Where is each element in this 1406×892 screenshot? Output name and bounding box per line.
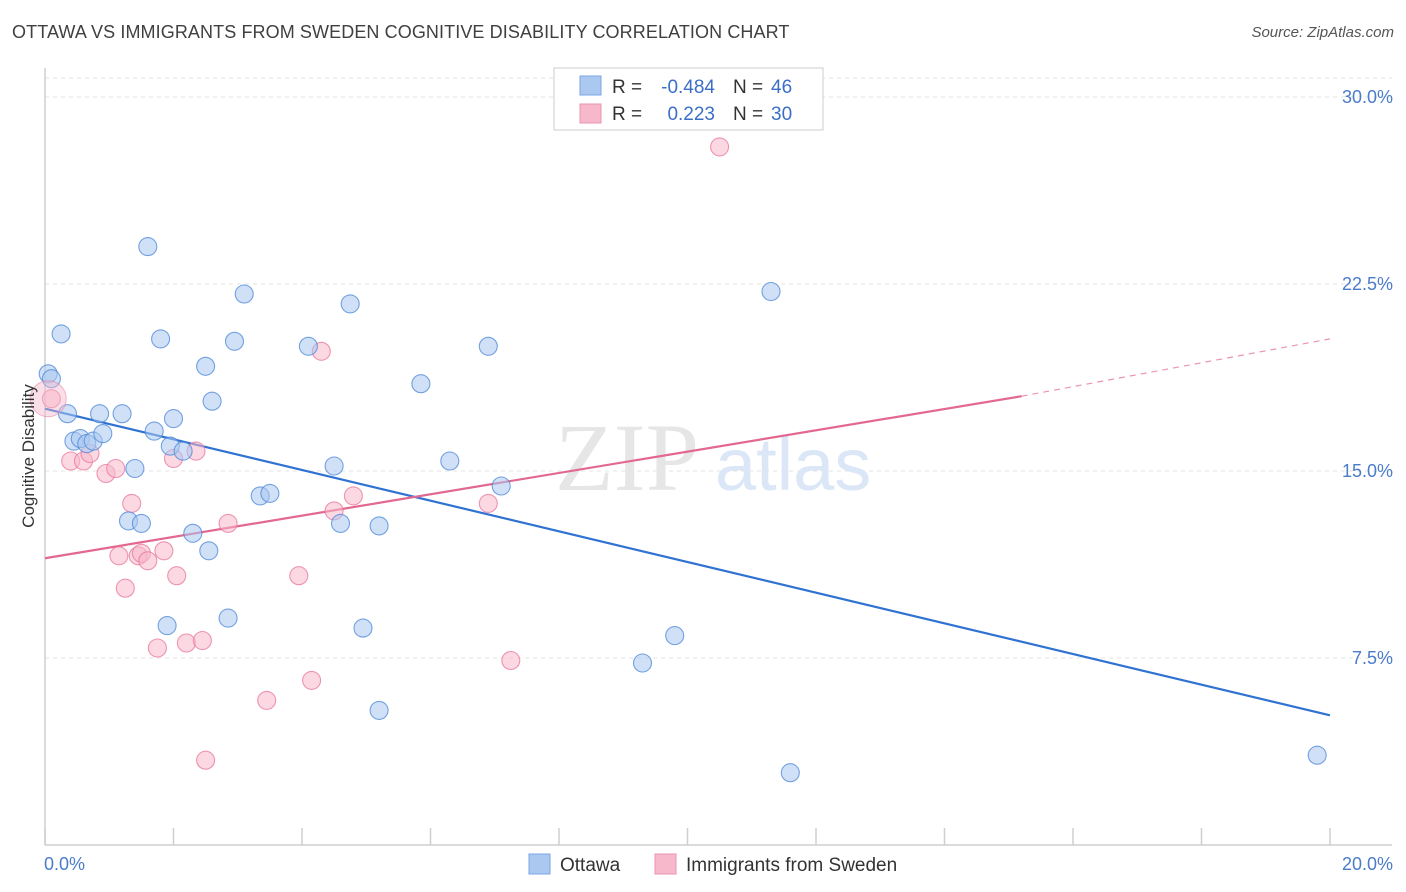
point-ottawa-40 [491,476,511,496]
point-sweden-8 [122,493,142,513]
point-ottawa-8 [90,404,110,424]
point-sweden-23 [302,670,322,690]
point-ottawa-24 [202,391,222,411]
point-ottawa-42 [665,626,685,646]
point-ottawa-38 [440,451,460,471]
legend-swatch-sweden [579,103,602,124]
point-sweden-22 [289,566,309,586]
point-ottawa-1 [41,369,61,389]
point-sweden-5 [106,458,126,479]
point-ottawa-13 [125,458,145,479]
watermark-zip: ZIP [555,404,699,511]
point-ottawa-9 [93,424,113,444]
watermark-atlas: atlas [715,423,871,506]
legend-n-label-1: N = [733,77,763,98]
bottom-legend-swatch-ottawa [528,853,551,875]
point-sweden-28 [501,650,521,671]
point-sweden-20 [218,513,238,533]
point-ottawa-29 [260,483,280,503]
point-sweden-26 [343,486,363,506]
point-sweden-18 [192,630,212,651]
point-ottawa-10 [112,404,132,424]
point-sweden-0 [41,389,61,409]
point-sweden-27 [478,493,498,513]
tick-labels: 7.5% 15.0% 22.5% 30.0% 0.0% 20.0% [44,87,1393,874]
legend-r-value-2: 0.223 [667,104,715,125]
point-sweden-11 [138,551,158,571]
point-sweden-29 [710,137,730,157]
x-tick-label-1: 20.0% [1342,854,1393,874]
point-ottawa-32 [330,513,351,533]
point-ottawa-15 [144,421,164,441]
legend-n-label-2: N = [733,104,763,125]
point-ottawa-39 [478,336,498,356]
point-ottawa-14 [138,237,158,257]
point-ottawa-37 [411,374,431,394]
point-ottawa-30 [298,336,318,356]
legend-r-value-1: -0.484 [661,77,715,98]
bottom-legend: Ottawa Immigrants from Sweden [528,853,897,876]
point-ottawa-35 [369,700,389,720]
point-sweden-large [29,380,67,418]
point-ottawa-25 [218,608,238,628]
axes [44,68,1392,846]
legend-r-label-1: R = [612,77,642,98]
point-ottawa-16 [151,329,171,349]
bottom-legend-label-ottawa: Ottawa [560,855,621,876]
legend: R = -0.484 N = 46 R = 0.223 N = 30 [553,67,824,131]
point-ottawa-17 [157,616,177,636]
y-tick-label-1: 15.0% [1342,461,1393,481]
trend-line-sweden-extension [1021,338,1331,397]
point-ottawa-21 [183,523,203,543]
point-sweden-19 [196,750,216,770]
source-label: Source: ZipAtlas.com [1251,24,1394,41]
point-ottawa-20 [173,441,193,461]
x-tick-label-0: 0.0% [44,854,85,874]
bottom-legend-swatch-sweden [654,853,677,875]
point-sweden-15 [167,566,187,586]
point-sweden-12 [147,638,167,658]
bottom-legend-label-sweden: Immigrants from Sweden [686,855,897,876]
data-points [29,137,1327,783]
point-ottawa-22 [196,356,216,376]
point-sweden-16 [176,633,196,653]
point-sweden-13 [154,541,174,561]
point-ottawa-27 [234,284,254,304]
point-ottawa-26 [224,331,245,351]
point-ottawa-33 [340,294,360,314]
legend-swatch-ottawa [579,75,602,96]
point-ottawa-44 [780,763,800,783]
trend-lines [44,338,1331,717]
point-ottawa-23 [199,541,219,561]
point-sweden-6 [109,546,129,566]
chart-title: OTTAWA VS IMMIGRANTS FROM SWEDEN COGNITI… [12,22,790,42]
point-ottawa-31 [324,456,344,476]
point-ottawa-43 [761,281,781,302]
y-tick-label-0: 7.5% [1352,648,1393,668]
point-ottawa-36 [369,516,389,536]
point-ottawa-2 [51,324,71,344]
point-ottawa-34 [353,618,373,638]
legend-n-value-1: 46 [771,77,792,98]
point-ottawa-19 [163,409,184,429]
grid-lines [45,77,1392,659]
point-sweden-21 [257,690,277,710]
y-tick-label-3: 30.0% [1342,87,1393,107]
legend-n-value-2: 30 [771,104,792,125]
trend-line-ottawa [44,407,1331,717]
point-ottawa-45 [1307,745,1327,765]
y-tick-label-2: 22.5% [1342,274,1393,294]
legend-r-label-2: R = [612,104,642,125]
y-axis-title: Cognitive Disability [19,384,38,528]
trend-line-sweden [44,395,1022,560]
point-ottawa-12 [131,513,151,533]
point-ottawa-41 [632,653,653,673]
watermark: ZIP atlas [555,404,871,511]
point-sweden-7 [115,578,135,598]
